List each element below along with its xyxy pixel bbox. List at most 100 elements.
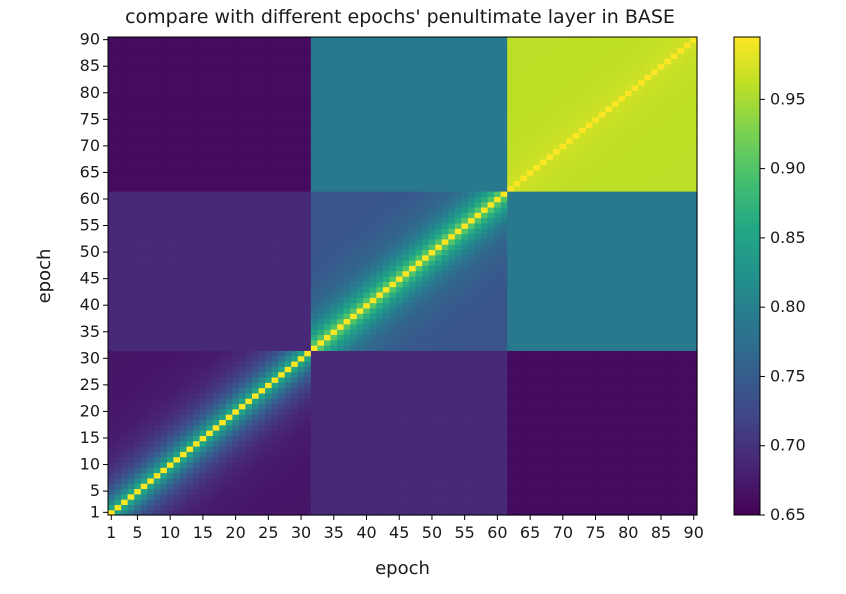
- heatmap-cell: [618, 392, 626, 399]
- heatmap-cell: [212, 270, 220, 277]
- heatmap-cell: [166, 217, 175, 224]
- heatmap-cell: [559, 392, 567, 399]
- heatmap-cell: [284, 228, 292, 235]
- heatmap-cell: [278, 477, 286, 484]
- heatmap-cell: [428, 419, 436, 426]
- heatmap-cell: [409, 382, 417, 389]
- heatmap-cell: [330, 254, 338, 261]
- heatmap-cell: [494, 445, 502, 452]
- heatmap-cell: [539, 345, 548, 351]
- heatmap-cell: [179, 376, 188, 383]
- heatmap-cell: [369, 392, 377, 399]
- heatmap-cell: [467, 286, 476, 293]
- heatmap-cell: [238, 260, 247, 266]
- heatmap-cell: [179, 509, 188, 516]
- heatmap-cell: [500, 509, 508, 516]
- heatmap-cell: [566, 360, 574, 367]
- heatmap-cell: [422, 398, 430, 405]
- heatmap-cell: [147, 392, 155, 399]
- heatmap-cell: [664, 483, 672, 490]
- heatmap-cell: [494, 419, 502, 426]
- heatmap-cell: [179, 371, 188, 378]
- heatmap-cell: [251, 366, 260, 373]
- heatmap-cell: [284, 260, 292, 266]
- heatmap-cell: [238, 265, 247, 272]
- heatmap-cell: [179, 493, 188, 500]
- heatmap-cell: [369, 408, 377, 415]
- heatmap-cell: [513, 297, 521, 304]
- heatmap-cell: [428, 414, 436, 420]
- heatmap-cell: [677, 260, 685, 266]
- heatmap-cell: [422, 467, 430, 474]
- heatmap-cell: [474, 313, 482, 320]
- heatmap-cell: [467, 472, 476, 479]
- heatmap-cell: [173, 270, 181, 277]
- heatmap-cell: [422, 435, 430, 442]
- heatmap-cell: [638, 445, 646, 452]
- heatmap-cell: [291, 286, 299, 293]
- heatmap-cell: [147, 281, 155, 288]
- heatmap-cell: [526, 398, 534, 405]
- heatmap-cell: [631, 509, 639, 516]
- heatmap-cell: [520, 238, 528, 245]
- heatmap-cell: [677, 366, 685, 373]
- heatmap-cell: [310, 499, 319, 505]
- heatmap-cell: [631, 222, 639, 229]
- heatmap-cell: [317, 414, 325, 420]
- heatmap-cell: [343, 360, 351, 367]
- heatmap-cell: [494, 387, 502, 394]
- heatmap-cell: [513, 313, 521, 320]
- heatmap-cell: [611, 260, 620, 266]
- heatmap-cell: [690, 222, 698, 229]
- heatmap-cell: [199, 451, 207, 458]
- heatmap-cell: [683, 281, 692, 288]
- heatmap-cell: [193, 233, 201, 240]
- heatmap-cell: [140, 233, 148, 240]
- heatmap-cell: [631, 302, 639, 309]
- heatmap-cell: [409, 276, 417, 282]
- heatmap-cell: [585, 477, 593, 484]
- heatmap-cell: [206, 382, 214, 389]
- heatmap-cell: [134, 297, 142, 304]
- heatmap-cell: [225, 307, 233, 314]
- heatmap-cell: [265, 382, 273, 389]
- heatmap-cell: [500, 307, 508, 314]
- heatmap-cell: [448, 493, 456, 500]
- heatmap-cell: [389, 254, 397, 261]
- heatmap-cell: [690, 323, 698, 330]
- heatmap-cell: [441, 302, 449, 309]
- heatmap-cell: [376, 265, 384, 272]
- heatmap-cell: [199, 424, 207, 431]
- heatmap-cell: [153, 445, 161, 452]
- heatmap-cell: [147, 366, 155, 373]
- heatmap-cell: [539, 376, 548, 383]
- heatmap-cell: [284, 419, 292, 426]
- heatmap-cell: [553, 270, 561, 277]
- heatmap-cell: [494, 414, 502, 420]
- heatmap-cell: [507, 355, 515, 362]
- heatmap-cell: [271, 228, 279, 235]
- heatmap-cell: [579, 371, 587, 378]
- heatmap-cell: [147, 499, 155, 505]
- heatmap-cell: [225, 387, 233, 394]
- heatmap-cell: [389, 222, 397, 229]
- heatmap-cell: [507, 387, 515, 394]
- heatmap-cell: [212, 398, 220, 405]
- heatmap-cell: [461, 244, 469, 251]
- heatmap-cell: [258, 499, 266, 505]
- heatmap-cell: [310, 440, 319, 447]
- heatmap-cell: [441, 233, 449, 240]
- heatmap-cell: [251, 318, 260, 325]
- heatmap-cell: [513, 414, 521, 420]
- heatmap-cell: [415, 302, 423, 309]
- heatmap-cell: [186, 504, 194, 511]
- heatmap-cell: [625, 323, 633, 330]
- heatmap-cell: [363, 398, 371, 405]
- heatmap-cell: [232, 461, 240, 468]
- heatmap-cell: [134, 440, 142, 447]
- heatmap-cell: [454, 297, 462, 304]
- heatmap-cell: [664, 281, 672, 288]
- heatmap-cell: [395, 323, 404, 330]
- heatmap-cell: [553, 430, 561, 436]
- heatmap-cell: [474, 222, 482, 229]
